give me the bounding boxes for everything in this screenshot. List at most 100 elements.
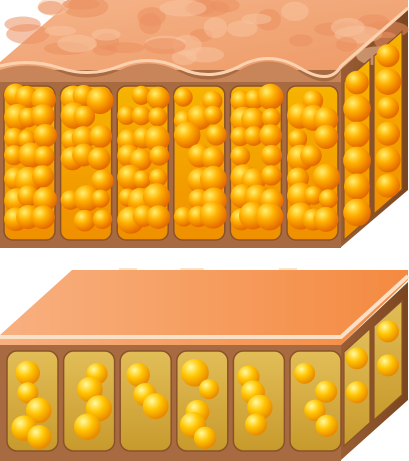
fat-globule: [313, 124, 339, 149]
fat-globule: [315, 380, 338, 403]
fat-globule: [198, 379, 220, 400]
bottom-block: [0, 270, 409, 461]
top-front-cells: [3, 83, 340, 241]
fat-globule: [173, 121, 201, 149]
fat-globule: [173, 87, 193, 107]
fat-globule: [375, 146, 401, 173]
top-side-cells: [343, 30, 403, 242]
fat-globule: [73, 105, 96, 128]
fat-globule: [376, 44, 400, 68]
fat-globule: [343, 198, 371, 227]
fat-globule: [89, 125, 113, 148]
fat-globule: [343, 94, 371, 123]
surface-texture-spot: [185, 47, 225, 63]
fat-globule: [86, 86, 114, 115]
fat-globule: [149, 168, 168, 187]
fat-globule: [343, 146, 371, 175]
fat-globule: [375, 173, 401, 198]
fat-globule: [146, 205, 171, 229]
fat-globule: [243, 126, 264, 146]
fat-globule: [15, 360, 40, 386]
fat-globule: [87, 147, 111, 171]
fat-globule: [73, 185, 101, 212]
fat-globule: [31, 165, 54, 188]
fat-globule: [142, 393, 169, 420]
bottom-front-cells: [6, 350, 342, 452]
fat-globule: [247, 394, 273, 421]
fat-globule: [205, 124, 227, 146]
fat-globule: [257, 83, 284, 110]
fat-globule: [374, 68, 402, 95]
surface-texture-spot: [335, 37, 358, 52]
fat-globule: [180, 358, 209, 387]
top-block-front: [0, 70, 341, 248]
surface-texture-spot: [159, 0, 207, 17]
fat-globule: [32, 187, 57, 212]
fat-globule: [343, 173, 371, 200]
fat-globule: [129, 148, 152, 171]
surface-texture-spot: [281, 1, 309, 21]
top-side-edge-highlight: [340, 6, 409, 68]
fat-globule: [25, 397, 52, 424]
fat-globule: [304, 399, 326, 422]
fat-globule: [300, 144, 322, 167]
fat-globule: [313, 206, 339, 232]
fat-globule: [313, 107, 339, 132]
fat-globule: [259, 124, 283, 148]
fat-globule: [33, 145, 55, 167]
fat-globule: [345, 70, 369, 95]
fat-globule: [31, 104, 55, 128]
fat-globule: [260, 144, 283, 167]
fat-globule: [346, 381, 368, 404]
fat-globule: [230, 146, 251, 166]
fat-globule: [132, 170, 151, 189]
bottom-edge-highlight: [0, 274, 409, 339]
fat-globule: [377, 354, 399, 377]
fat-globule: [33, 123, 57, 148]
top-block-wavy-edge: [0, 61, 341, 82]
fat-globule: [287, 129, 308, 149]
top-edge-highlight: [0, 56, 343, 78]
surface-texture-spot: [143, 38, 186, 55]
fat-globule: [193, 426, 217, 450]
surface-texture-spot: [226, 20, 258, 37]
surface-texture-spot: [288, 34, 313, 47]
fat-globule: [131, 105, 152, 126]
fat-globule: [27, 424, 52, 449]
fat-globule: [294, 362, 316, 384]
fat-globule: [144, 125, 170, 152]
surface-texture-spot: [6, 24, 50, 45]
fat-globule: [346, 347, 368, 370]
fat-globule: [149, 145, 170, 166]
fat-globule: [315, 414, 338, 437]
fat-globule: [375, 121, 401, 146]
fat-globule: [261, 108, 281, 128]
fat-globule: [71, 126, 96, 150]
fat-globule: [92, 209, 113, 229]
top-block: [0, 0, 409, 248]
fat-globule: [131, 85, 151, 105]
top-surface-texture: [4, 0, 409, 66]
fat-globule: [126, 363, 150, 387]
fat-globule: [203, 105, 223, 125]
bottom-side-cells: [343, 299, 403, 448]
fat-globule: [146, 86, 170, 110]
surface-texture-spot: [92, 45, 118, 56]
fat-globule: [148, 107, 168, 127]
fat-globule: [91, 169, 114, 192]
surface-texture-spot: [137, 7, 166, 27]
fat-globule: [199, 165, 227, 193]
fat-globule: [74, 413, 101, 441]
fat-globule: [244, 413, 267, 436]
fat-globule: [91, 189, 110, 208]
fat-globule: [261, 165, 282, 186]
fat-globule: [241, 107, 266, 132]
fat-globule: [377, 320, 399, 343]
surface-texture-spot: [203, 17, 228, 39]
fat-globule: [312, 163, 340, 192]
surface-texture-spot: [210, 0, 240, 13]
bottom-block-surface: [0, 270, 408, 345]
surface-texture-spot: [38, 1, 64, 15]
